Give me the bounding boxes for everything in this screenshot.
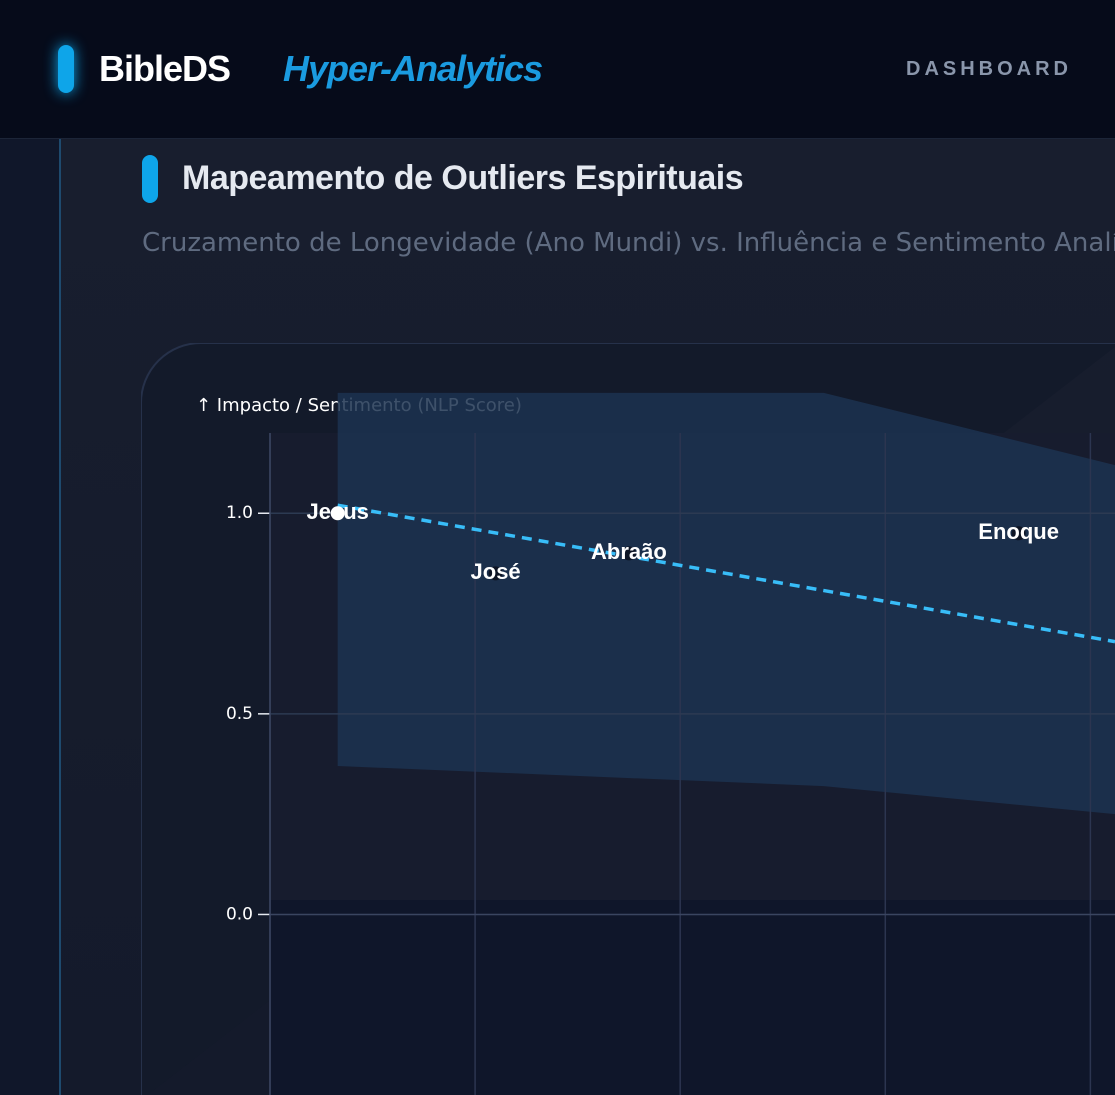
title-pill — [142, 155, 158, 203]
point — [330, 506, 345, 521]
point — [1011, 526, 1026, 541]
nav-link[interactable]: DASHBOARD — [906, 58, 1072, 80]
y-tick-label: 1.0 — [226, 503, 253, 523]
point-label: José — [471, 559, 521, 584]
point — [621, 546, 636, 561]
point — [488, 566, 503, 581]
section-subtitle: Cruzamento de Longevidade (Ano Mundi) vs… — [142, 228, 1115, 258]
y-tick-label: 0.0 — [226, 904, 253, 924]
chart: ↑ Impacto / Sentimento (NLP Score) 0.00.… — [141, 343, 1115, 1095]
plot-lower — [270, 900, 1115, 1095]
point-label: Jesus — [306, 499, 368, 524]
logo-pill — [58, 45, 74, 93]
tagline: Hyper-Analytics — [283, 48, 543, 89]
brand: BibleDS — [99, 48, 231, 89]
point-label: Abraão — [591, 539, 667, 564]
trend-line — [337, 503, 1115, 644]
header: BibleDS Hyper-Analytics DASHBOARD — [0, 0, 1115, 139]
y-tick-label: 0.5 — [226, 704, 253, 724]
section-title: Mapeamento de Outliers Espirituais — [182, 159, 744, 197]
confidence-band — [337, 392, 1115, 815]
point-label: Enoque — [978, 519, 1059, 544]
